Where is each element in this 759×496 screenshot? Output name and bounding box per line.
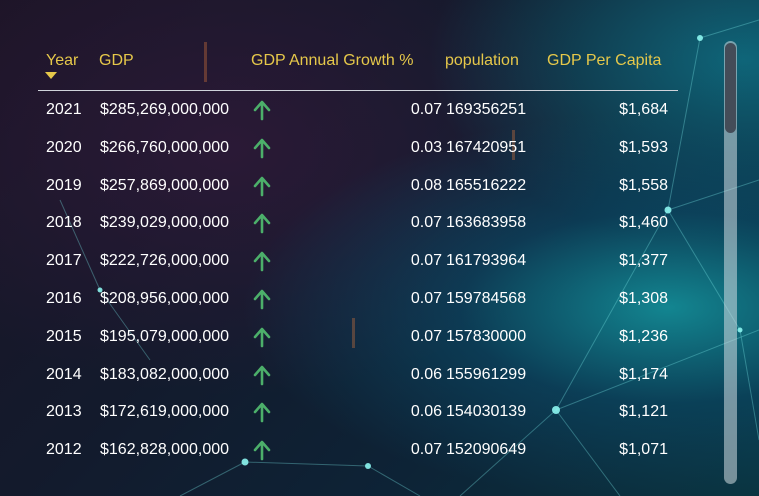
cell-population: 154030139: [446, 403, 527, 421]
cell-growth: 0.03: [410, 138, 442, 156]
cell-growth: 0.07: [410, 101, 442, 118]
table-row: 2013 $172,619,000,000 0.06 154030139 $1,121: [38, 393, 678, 431]
table-row: 2020 $266,760,000,000 0.03 167420951 $1,593: [38, 129, 678, 167]
cell-gdp: $162,828,000,000: [100, 441, 230, 459]
gdp-table: Year GDP GDP Annual Growth % population …: [38, 42, 678, 496]
sort-descending-icon: [45, 72, 57, 79]
table-row: 2012 $162,828,000,000 0.07 152090649 $1,071: [38, 431, 678, 469]
cell-growth: 0.07: [410, 214, 442, 232]
cell-per-capita: $1,236: [619, 327, 668, 345]
up-arrow-icon: [253, 327, 271, 348]
cell-growth: 0.08: [410, 176, 442, 194]
cell-population: 155961299: [446, 365, 527, 383]
cell-year: 2013: [46, 403, 82, 421]
cell-per-capita: $1,684: [619, 101, 668, 118]
cell-year: 2017: [46, 252, 82, 270]
cell-year: 2020: [46, 138, 82, 156]
cell-year: 2014: [46, 365, 82, 383]
up-arrow-icon: [253, 100, 271, 121]
column-header-gdp[interactable]: GDP: [99, 52, 134, 69]
cell-gdp: $239,029,000,000: [100, 214, 230, 232]
cell-year: 2016: [46, 289, 82, 307]
cell-year: 2021: [46, 101, 82, 118]
cell-gdp: $208,956,000,000: [100, 289, 230, 307]
column-header-per-capita[interactable]: GDP Per Capita: [547, 52, 662, 69]
cell-per-capita: $1,071: [619, 441, 668, 459]
cell-growth: 0.06: [410, 365, 442, 383]
cell-gdp: $285,269,000,000: [100, 101, 230, 118]
vertical-scrollbar[interactable]: [724, 41, 737, 484]
cell-growth: 0.07: [410, 289, 442, 307]
cell-gdp: $222,726,000,000: [100, 252, 230, 270]
table-header: Year GDP GDP Annual Growth % population …: [38, 42, 678, 91]
cell-population: 161793964: [446, 252, 527, 270]
up-arrow-icon: [253, 440, 271, 461]
cell-growth: 0.07: [410, 252, 442, 270]
cell-year: 2019: [46, 176, 82, 194]
cell-per-capita: $1,174: [619, 365, 668, 383]
cell-gdp: $172,619,000,000: [100, 403, 230, 421]
cell-population: 163683958: [446, 214, 527, 232]
cell-population: 159784568: [446, 289, 527, 307]
cell-population: 167420951: [446, 138, 527, 156]
column-header-year[interactable]: Year: [46, 52, 79, 69]
cell-gdp: $266,760,000,000: [100, 138, 230, 156]
cell-gdp: $195,079,000,000: [100, 327, 230, 345]
scrollbar-thumb[interactable]: [725, 43, 736, 133]
up-arrow-icon: [253, 289, 271, 310]
column-header-population[interactable]: population: [445, 52, 519, 69]
cell-year: 2015: [46, 327, 82, 345]
table-row: 2021 $285,269,000,000 0.07 169356251 $1,684: [38, 91, 678, 129]
cell-year: 2012: [46, 441, 82, 459]
cell-per-capita: $1,121: [619, 403, 668, 421]
table-body: 2021 $285,269,000,000 0.07 169356251 $1,684 2…: [38, 91, 678, 469]
up-arrow-icon: [253, 403, 271, 423]
column-header-growth[interactable]: GDP Annual Growth %: [251, 52, 414, 69]
cell-population: 169356251: [446, 101, 527, 118]
cell-gdp: $183,082,000,000: [100, 365, 230, 383]
cell-per-capita: $1,593: [619, 138, 668, 156]
cell-per-capita: $1,308: [619, 289, 668, 307]
cell-population: 152090649: [446, 441, 527, 459]
table-row: 2017 $222,726,000,000 0.07 161793964 $1,377: [38, 242, 678, 280]
cell-year: 2018: [46, 214, 82, 232]
cell-gdp: $257,869,000,000: [100, 176, 230, 194]
up-arrow-icon: [253, 214, 271, 234]
cell-per-capita: $1,460: [619, 214, 668, 232]
cell-growth: 0.07: [410, 327, 442, 345]
table-row: 2014 $183,082,000,000 0.06 155961299 $1,174: [38, 356, 678, 394]
cell-population: 157830000: [446, 327, 527, 345]
table-row: 2018 $239,029,000,000 0.07 163683958 $1,460: [38, 204, 678, 242]
up-arrow-icon: [253, 365, 271, 385]
cell-growth: 0.06: [410, 403, 442, 421]
table-row: 2019 $257,869,000,000 0.08 165516222 $1,558: [38, 167, 678, 205]
cell-growth: 0.07: [410, 441, 442, 459]
cell-per-capita: $1,377: [619, 252, 668, 270]
up-arrow-icon: [253, 138, 271, 159]
cell-per-capita: $1,558: [619, 176, 668, 194]
table-row: 2015 $195,079,000,000 0.07 157830000 $1,236: [38, 318, 678, 356]
cell-population: 165516222: [446, 176, 527, 194]
up-arrow-icon: [253, 251, 271, 272]
table-row: 2016 $208,956,000,000 0.07 159784568 $1,308: [38, 280, 678, 318]
up-arrow-icon: [253, 176, 271, 196]
